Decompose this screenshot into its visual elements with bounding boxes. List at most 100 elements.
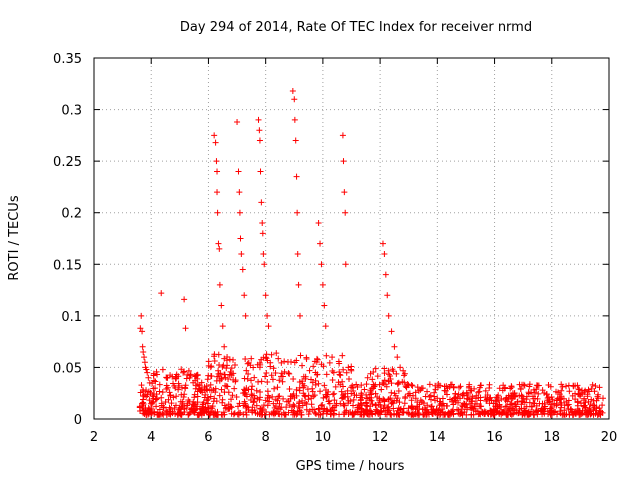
noise-point (228, 404, 235, 411)
noise-point (315, 380, 322, 387)
noise-point (329, 391, 336, 398)
noise-point (448, 381, 455, 388)
noise-point (401, 379, 408, 386)
noise-point (163, 375, 170, 382)
noise-point (456, 384, 463, 391)
noise-point (381, 377, 388, 384)
data-point (394, 354, 401, 361)
noise-point (350, 402, 357, 409)
data-point (181, 296, 188, 303)
noise-point (172, 402, 179, 409)
noise-point (557, 408, 564, 415)
noise-point (303, 356, 310, 363)
noise-point (432, 410, 439, 417)
data-point (340, 158, 347, 165)
noise-point (400, 405, 407, 412)
noise-point (358, 401, 365, 408)
noise-point (459, 402, 466, 409)
noise-point (228, 396, 235, 403)
noise-point (269, 376, 276, 383)
noise-point (336, 369, 343, 376)
noise-point (375, 409, 382, 416)
noise-point (270, 400, 277, 407)
noise-point (312, 369, 319, 376)
noise-point (401, 400, 408, 407)
noise-point (558, 387, 565, 394)
noise-point (496, 410, 503, 417)
noise-point (458, 406, 465, 413)
noise-point (210, 398, 217, 405)
noise-point (543, 391, 550, 398)
data-point (140, 348, 147, 355)
noise-point (205, 358, 212, 365)
noise-point (358, 382, 365, 389)
noise-point (253, 402, 260, 409)
noise-point (441, 383, 448, 390)
noise-point (286, 370, 293, 377)
noise-point (241, 389, 248, 396)
noise-point (482, 387, 489, 394)
noise-point (500, 409, 507, 416)
noise-point (276, 377, 283, 384)
noise-point (386, 407, 393, 414)
x-tick-label: 4 (147, 430, 155, 445)
noise-point (519, 409, 526, 416)
noise-point (315, 411, 322, 418)
x-tick-label: 10 (315, 430, 332, 445)
noise-point (593, 405, 600, 412)
noise-point (486, 400, 493, 407)
noise-point (518, 397, 525, 404)
y-tick-label: 0.1 (61, 310, 82, 325)
data-point (219, 323, 226, 330)
noise-point (341, 409, 348, 416)
noise-point (268, 372, 275, 379)
noise-point (202, 404, 209, 411)
noise-point (333, 400, 340, 407)
noise-point (563, 411, 570, 418)
data-point (265, 323, 272, 330)
noise-point (319, 401, 326, 408)
noise-point (393, 370, 400, 377)
noise-point (428, 403, 435, 410)
noise-point (288, 358, 295, 365)
noise-point (561, 402, 568, 409)
noise-point (455, 391, 462, 398)
noise-point (225, 401, 232, 408)
noise-point (248, 386, 255, 393)
noise-point (163, 382, 170, 389)
noise-point (516, 405, 523, 412)
noise-point (236, 400, 243, 407)
noise-point (553, 397, 560, 404)
noise-point (305, 411, 312, 418)
noise-point (408, 402, 415, 409)
noise-point (273, 350, 280, 357)
noise-point (172, 373, 179, 380)
noise-point (152, 385, 159, 392)
noise-point (367, 370, 374, 377)
noise-point (258, 378, 265, 385)
noise-point (388, 400, 395, 407)
noise-point (305, 396, 312, 403)
data-point (317, 240, 324, 247)
data-point (213, 158, 220, 165)
noise-point (250, 399, 257, 406)
noise-point (387, 375, 394, 382)
noise-point (268, 351, 275, 358)
noise-point (159, 410, 166, 417)
noise-point (226, 356, 233, 363)
noise-point (477, 397, 484, 404)
data-point (216, 281, 223, 288)
data-point (258, 199, 265, 206)
noise-point (199, 389, 206, 396)
noise-point (324, 391, 331, 398)
noise-point (257, 389, 264, 396)
noise-point (266, 398, 273, 405)
data-point (385, 312, 392, 319)
noise-point (249, 383, 256, 390)
noise-point (208, 363, 215, 370)
noise-point (390, 405, 397, 412)
noise-point (329, 354, 336, 361)
noise-point (376, 399, 383, 406)
noise-point (242, 400, 249, 407)
noise-point (166, 389, 173, 396)
